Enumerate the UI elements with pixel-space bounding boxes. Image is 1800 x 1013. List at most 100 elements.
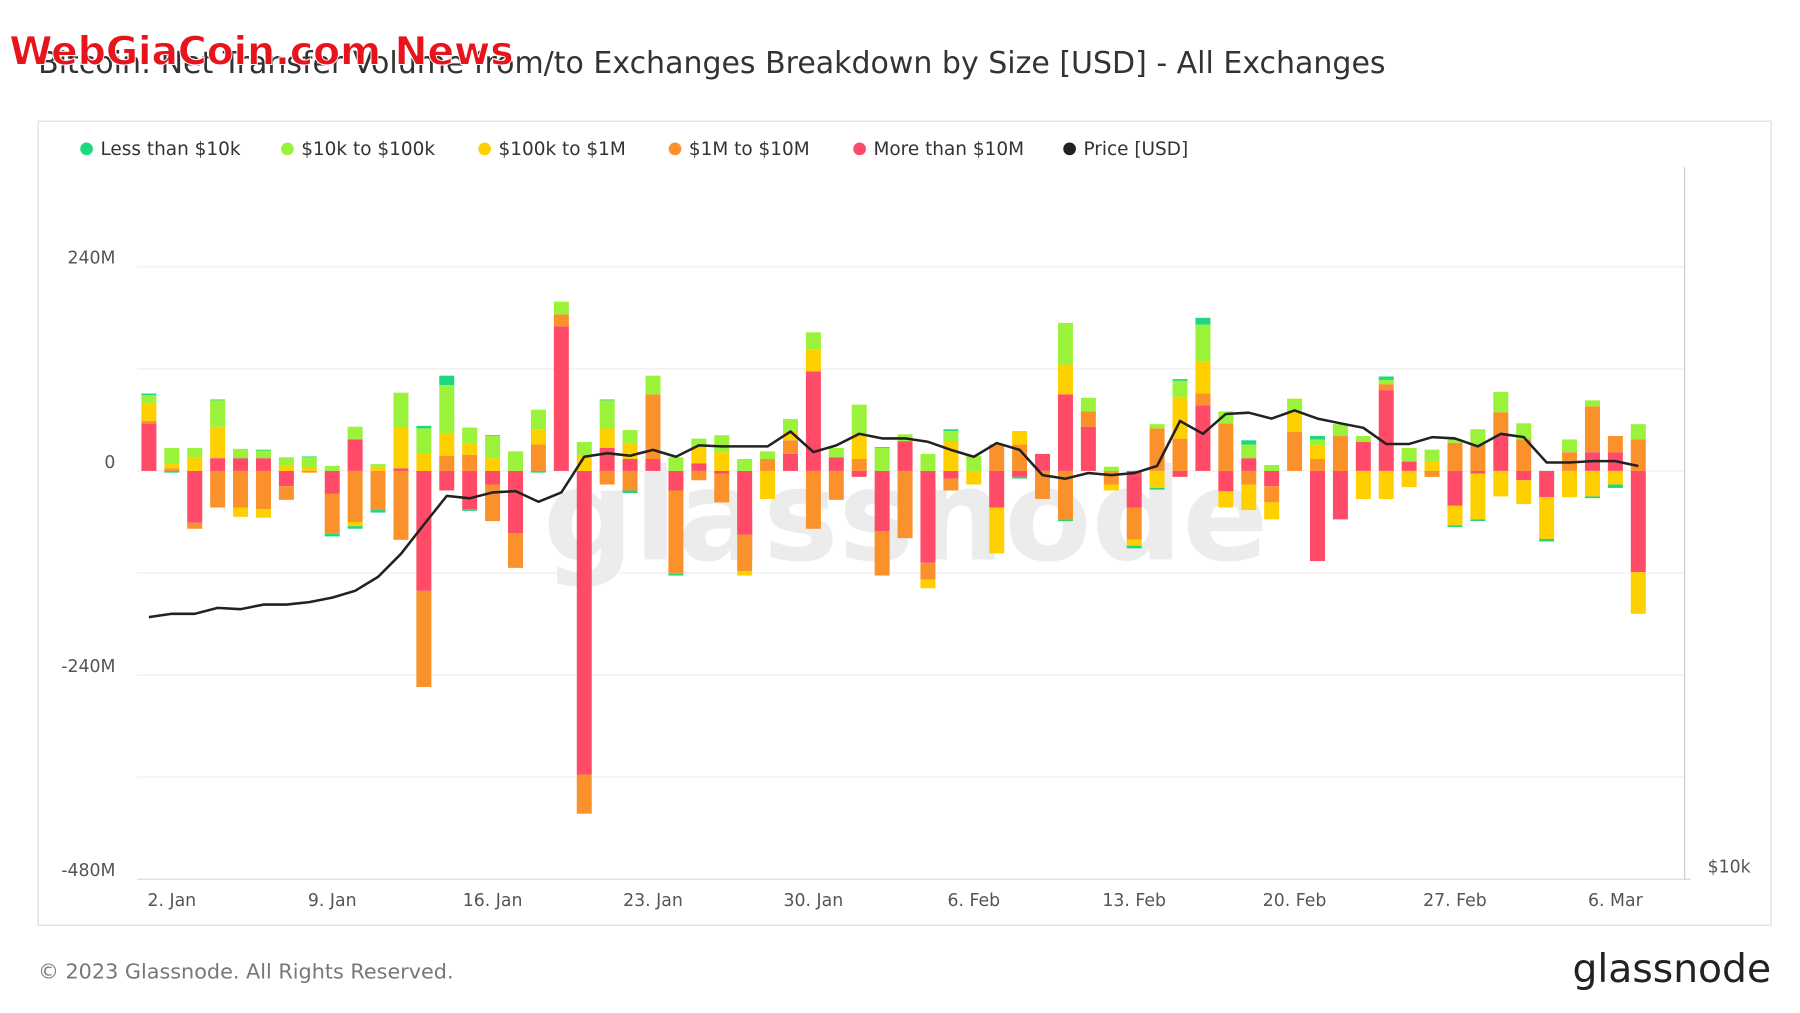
bar-segment: [347, 439, 363, 471]
bar-segment: [393, 470, 409, 540]
bar-segment: [1057, 322, 1073, 365]
bar-segment: [1218, 491, 1234, 508]
bar-segment: [1355, 442, 1371, 471]
bar-segment: [1309, 470, 1325, 562]
bar-segment: [645, 394, 661, 460]
bar-segment: [1447, 505, 1463, 526]
bar-segment: [714, 473, 730, 503]
bar-segment: [1516, 480, 1532, 505]
bar-segment: [1103, 466, 1119, 471]
bar-segment: [416, 425, 432, 429]
bar-segment: [164, 447, 180, 465]
bar-segment: [164, 470, 180, 473]
legend-label: $10k to $100k: [301, 139, 435, 160]
bar-segment: [233, 448, 249, 459]
bar-segment: [324, 470, 340, 494]
bar-segment: [1012, 444, 1028, 471]
x-tick-label: 23. Jan: [623, 891, 683, 911]
price-line: [148, 409, 1639, 619]
bar-segment: [1241, 458, 1257, 471]
bar-segment: [301, 456, 317, 458]
bar-segment: [324, 533, 340, 537]
bar-segment: [255, 470, 271, 510]
bar-segment: [1057, 364, 1073, 395]
bar-segment: [1012, 476, 1028, 479]
bar-segment: [1126, 539, 1142, 546]
x-tick-label: 6. Mar: [1588, 891, 1644, 911]
legend-marker: [1063, 142, 1076, 156]
bar-segment: [599, 400, 615, 429]
legend-marker: [853, 142, 866, 156]
bar-segment: [553, 314, 569, 327]
legend-label: $1M to $10M: [689, 139, 810, 160]
bar-segment: [1309, 445, 1325, 460]
bar-segment: [691, 447, 707, 464]
bar-segment: [576, 442, 592, 456]
bar-segment: [1607, 470, 1623, 485]
legend-marker: [668, 142, 682, 156]
bar-segment: [828, 457, 844, 471]
bar-segment: [943, 430, 959, 443]
bar-segment: [1630, 424, 1646, 440]
bar-segment: [1401, 461, 1417, 471]
bar-segment: [530, 470, 546, 473]
bar-segment: [874, 470, 890, 532]
chart-frame: [37, 120, 1772, 926]
bar-segment: [278, 486, 294, 500]
bar-segment: [1309, 439, 1325, 446]
bar-segment: [1630, 470, 1646, 573]
bar-segment: [1126, 507, 1142, 540]
bar-segment: [851, 404, 867, 434]
bar-segment: [599, 447, 615, 471]
bar-segment: [1012, 470, 1028, 477]
bar-segment: [851, 470, 867, 477]
bar-segment: [668, 490, 684, 574]
x-tick-label: 9. Jan: [308, 891, 357, 911]
bar-segment: [1447, 439, 1463, 443]
bar-segment: [233, 470, 249, 508]
bar-segment: [645, 375, 661, 395]
bar-segment: [1424, 449, 1440, 462]
bar-segment: [782, 440, 798, 454]
bar-segment: [1378, 470, 1394, 499]
bar-segment: [599, 399, 615, 401]
bar-segment: [1264, 486, 1280, 503]
bar-segment: [1218, 470, 1234, 492]
bar-segment: [760, 459, 776, 471]
y-tick-label: 0: [104, 453, 115, 473]
bar-segment: [324, 493, 340, 534]
bar-segment: [782, 430, 798, 441]
bar-segment: [1195, 361, 1211, 394]
bar-segment: [416, 590, 432, 687]
bar-segment: [530, 444, 546, 471]
bar-segment: [1470, 519, 1486, 522]
bar-segment: [1493, 435, 1509, 471]
bar-segment: [1149, 470, 1165, 488]
bar-segment: [347, 526, 363, 529]
bar-segment: [1172, 470, 1188, 477]
bar-segment: [393, 392, 409, 428]
bar-segment: [760, 451, 776, 460]
bar-segment: [164, 464, 180, 469]
bar-segment: [1149, 424, 1165, 429]
bar-segment: [943, 478, 959, 491]
bar-segment: [255, 509, 271, 518]
bar-segment: [370, 466, 386, 471]
x-tick-label: 20. Feb: [1263, 891, 1327, 911]
bar-segment: [439, 375, 455, 386]
bar-segment: [874, 447, 890, 471]
bar-segment: [485, 436, 501, 459]
bar-segment: [416, 470, 432, 591]
bar-segment: [737, 459, 753, 471]
bar-segment: [1172, 380, 1188, 398]
legend-label: Less than $10k: [100, 139, 240, 160]
chart-title: Bitcoin: Net Transfer Volume from/to Exc…: [38, 46, 1385, 81]
bar-segment: [691, 463, 707, 471]
bar-segment: [1584, 470, 1600, 497]
legend-label: $100k to $1M: [498, 139, 625, 160]
bar-segment: [1378, 379, 1394, 385]
bar-segment: [553, 326, 569, 471]
bar-segment: [691, 438, 707, 448]
bar-segment: [1241, 484, 1257, 511]
bar-segment: [210, 426, 226, 459]
